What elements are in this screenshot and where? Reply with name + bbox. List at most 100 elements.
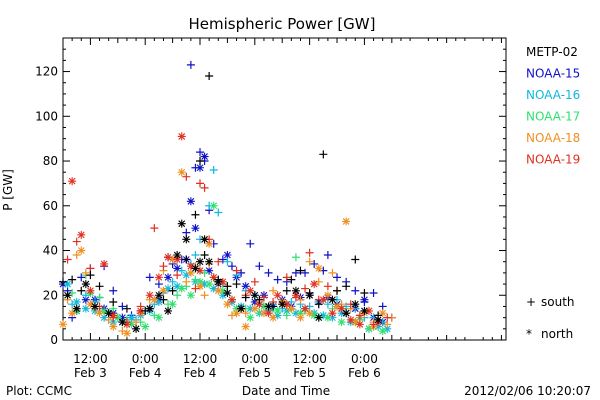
- north-point: [113, 313, 122, 322]
- south-point: [104, 315, 113, 324]
- south-point: [351, 255, 360, 264]
- chart-title: Hemispheric Power [GW]: [189, 15, 376, 33]
- north-point: [200, 152, 209, 161]
- north-point: [81, 280, 90, 289]
- south-point: [369, 289, 378, 298]
- north-point: [164, 306, 173, 315]
- south-point: [118, 302, 127, 311]
- north-point: [186, 268, 195, 277]
- north-point: [282, 300, 291, 309]
- south-point: [63, 255, 72, 264]
- legend-item: METP-02: [526, 45, 578, 59]
- north-point: [319, 295, 328, 304]
- north-point: [246, 304, 255, 313]
- north-point: [374, 315, 383, 324]
- south-point: [323, 300, 332, 309]
- x-tick-time: 12:00: [292, 352, 327, 366]
- south-point: [173, 271, 182, 280]
- north-point: [328, 295, 337, 304]
- north-point: [136, 306, 145, 315]
- north-point: [337, 318, 346, 327]
- north-point: [72, 304, 81, 313]
- north-point: [246, 286, 255, 295]
- north-point: [109, 311, 118, 320]
- x-tick-date: Feb 5: [238, 366, 271, 380]
- south-point: [310, 259, 319, 268]
- north-point: [72, 297, 81, 306]
- south-point: [209, 165, 218, 174]
- north-point: [173, 282, 182, 291]
- footer-timestamp: 2012/02/06 10:20:07: [464, 384, 591, 398]
- south-point: [291, 268, 300, 277]
- south-point: [328, 268, 337, 277]
- south-point: [182, 172, 191, 181]
- north-point: [218, 291, 227, 300]
- north-point: [205, 239, 214, 248]
- north-point: [196, 282, 205, 291]
- north-point: [182, 271, 191, 280]
- south-point: [109, 286, 118, 295]
- north-point: [63, 280, 72, 289]
- north-point: [68, 309, 77, 318]
- north-point: [173, 264, 182, 273]
- y-tick-label: 40: [43, 244, 58, 258]
- north-point: [314, 264, 323, 273]
- x-tick-time: 0:00: [351, 352, 378, 366]
- north-point: [378, 309, 387, 318]
- north-point: [154, 297, 163, 306]
- y-tick-label: 60: [43, 199, 58, 213]
- north-point: [273, 306, 282, 315]
- north-point: [264, 302, 273, 311]
- north-point: [154, 291, 163, 300]
- south-point: [255, 295, 264, 304]
- data-points: [59, 60, 396, 338]
- north-point: [177, 284, 186, 293]
- x-tick-time: 12:00: [73, 352, 108, 366]
- north-point: [337, 309, 346, 318]
- north-point: [154, 273, 163, 282]
- south-point: [182, 255, 191, 264]
- north-point: [250, 291, 259, 300]
- north-point: [196, 257, 205, 266]
- north-point: [173, 255, 182, 264]
- south-point: [196, 148, 205, 157]
- north-point: [200, 235, 209, 244]
- south-point: [342, 282, 351, 291]
- south-point: [232, 280, 241, 289]
- south-point: [72, 237, 81, 246]
- legend-item: NOAA-18: [526, 131, 580, 145]
- north-point: [374, 322, 383, 331]
- north-point: [259, 309, 268, 318]
- south-point: [200, 291, 209, 300]
- north-point: [77, 230, 86, 239]
- north-point: [109, 318, 118, 327]
- north-point: [301, 304, 310, 313]
- north-point: [122, 320, 131, 329]
- north-point: [122, 329, 131, 338]
- south-point: [132, 318, 141, 327]
- marker-symbol: +: [526, 295, 536, 309]
- north-point: [86, 286, 95, 295]
- north-point: [218, 286, 227, 295]
- south-point: [72, 250, 81, 259]
- north-point: [90, 302, 99, 311]
- south-point: [191, 210, 200, 219]
- north-point: [310, 311, 319, 320]
- north-point: [63, 291, 72, 300]
- north-point: [287, 304, 296, 313]
- y-axis-label: P [GW]: [1, 169, 15, 211]
- south-point: [196, 157, 205, 166]
- north-point: [333, 302, 342, 311]
- south-point: [109, 304, 118, 313]
- south-point: [241, 309, 250, 318]
- plot-frame: [62, 37, 507, 341]
- north-point: [291, 291, 300, 300]
- north-point: [186, 197, 195, 206]
- x-tick-date: Feb 4: [129, 366, 162, 380]
- south-point: [205, 72, 214, 81]
- north-point: [237, 304, 246, 313]
- x-axis-label: Date and Time: [242, 384, 330, 398]
- x-tick-date: Feb 6: [348, 366, 381, 380]
- north-point: [296, 313, 305, 322]
- north-point: [164, 284, 173, 293]
